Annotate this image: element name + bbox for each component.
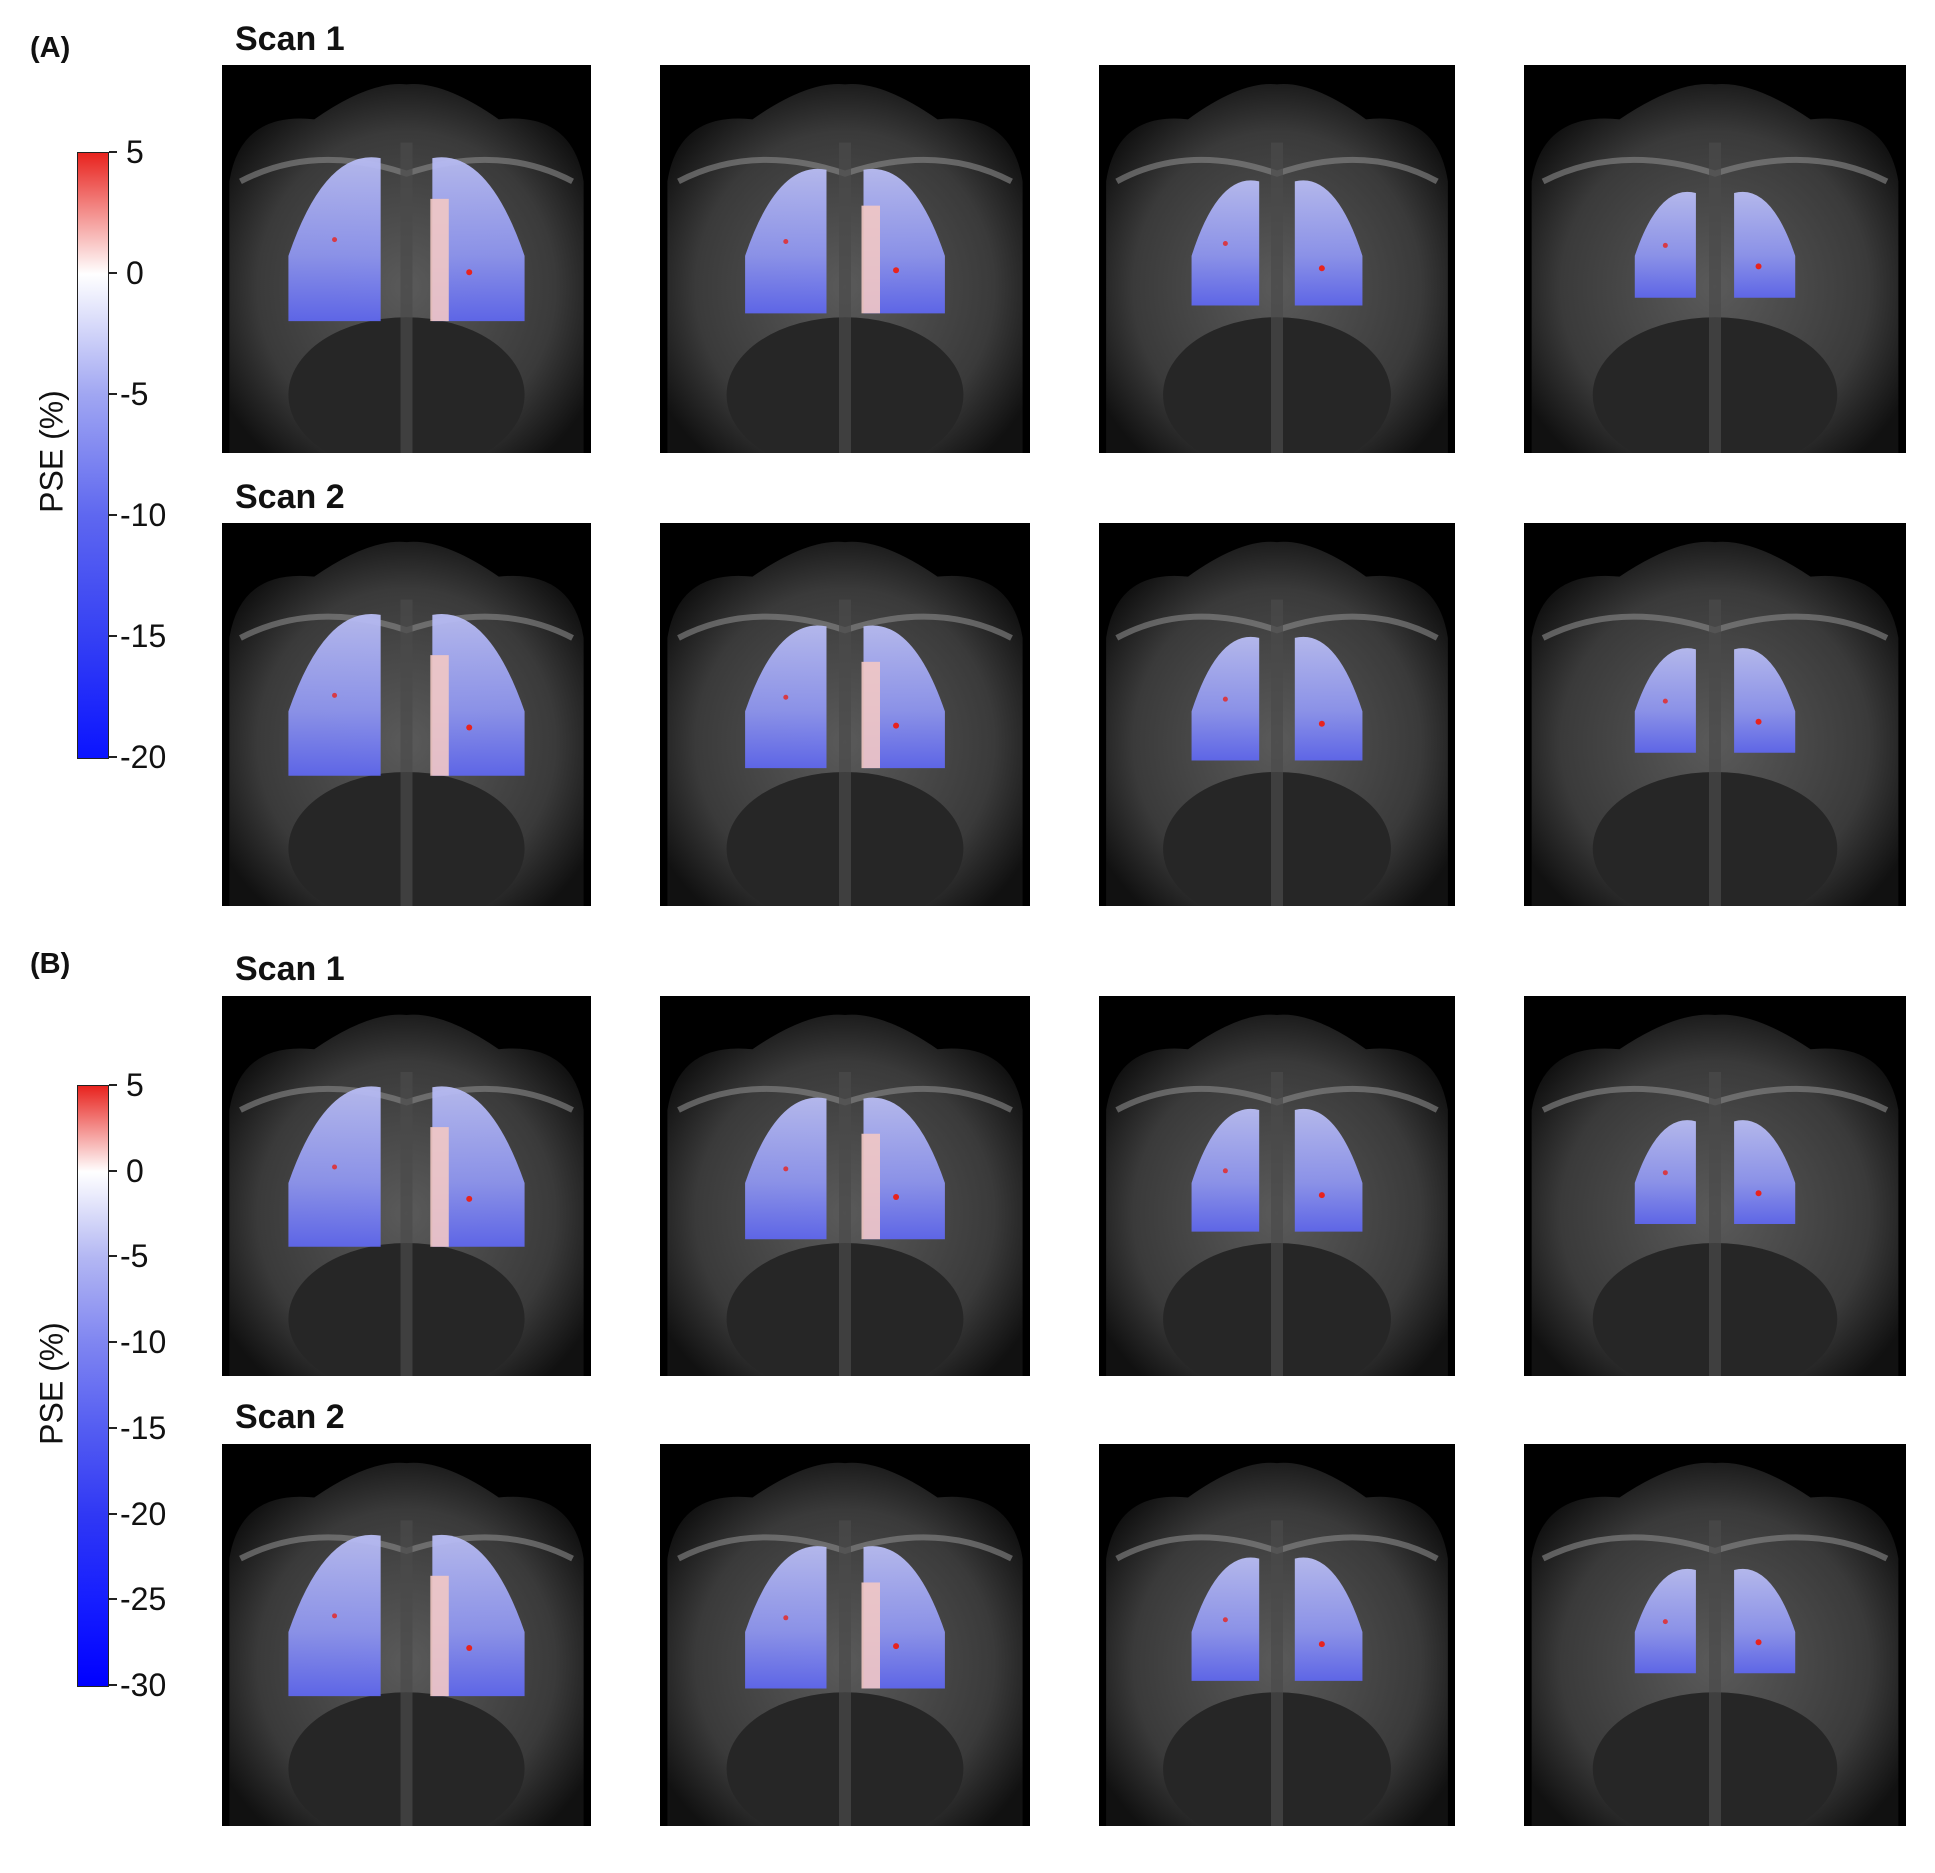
colorbar-tick-label: 5 <box>126 134 144 170</box>
colorbar-tick <box>109 756 117 758</box>
mri-slice-image <box>660 523 1030 906</box>
mri-slice-image <box>660 996 1030 1376</box>
colorbar-tick <box>109 514 117 516</box>
mri-slice-image <box>660 1444 1030 1826</box>
colorbar-tick-label: -5 <box>120 1238 149 1275</box>
colorbar-tick <box>109 1426 117 1429</box>
colorbar-tick <box>109 1084 117 1086</box>
colorbar-tick <box>109 635 117 637</box>
colorbar-tick <box>109 393 117 395</box>
colorbar-a <box>77 152 109 759</box>
panel-b-scan2-label: Scan 2 <box>235 1398 345 1436</box>
colorbar-tick-label: -10 <box>120 1324 167 1361</box>
panel-b-scan1-label: Scan 1 <box>235 950 345 988</box>
colorbar-tick-label: -15 <box>120 1409 167 1446</box>
mri-slice-image <box>1524 1444 1906 1826</box>
colorbar-tick-label: -5 <box>120 376 149 412</box>
colorbar-tick-label: 0 <box>126 1152 144 1189</box>
colorbar-b-title: PSE (%) <box>33 1322 70 1445</box>
mri-slice-image <box>222 996 591 1376</box>
colorbar-a-title: PSE (%) <box>33 390 70 513</box>
mri-slice-image <box>660 65 1030 453</box>
colorbar-tick <box>109 1169 117 1172</box>
mri-slice-image <box>222 1444 591 1826</box>
panel-a-scan1-label: Scan 1 <box>235 20 345 58</box>
colorbar-tick-label: 5 <box>126 1067 144 1103</box>
mri-slice-image <box>1524 523 1906 906</box>
mri-slice-image <box>1099 65 1455 453</box>
mri-slice-image <box>222 523 591 906</box>
colorbar-tick-label: -15 <box>120 618 167 654</box>
mri-slice-image <box>1099 1444 1455 1826</box>
colorbar-tick <box>109 1255 117 1258</box>
colorbar-tick-label: -10 <box>120 497 167 533</box>
colorbar-b <box>77 1085 109 1687</box>
mri-slice-image <box>1099 523 1455 906</box>
colorbar-tick <box>109 1598 117 1601</box>
panel-b-label: (B) <box>30 948 71 980</box>
colorbar-tick-label: -25 <box>120 1581 167 1618</box>
mri-slice-image <box>1099 996 1455 1376</box>
colorbar-tick-label: 0 <box>126 255 144 291</box>
mri-slice-image <box>222 65 591 453</box>
colorbar-tick-label: -20 <box>120 739 167 775</box>
colorbar-tick <box>109 1512 117 1515</box>
colorbar-tick-label: -20 <box>120 1495 167 1532</box>
panel-a-label: (A) <box>30 32 71 64</box>
colorbar-tick <box>109 151 117 153</box>
panel-a-scan2-label: Scan 2 <box>235 478 345 516</box>
mri-slice-image <box>1524 65 1906 453</box>
colorbar-tick <box>109 1341 117 1344</box>
mri-slice-image <box>1524 996 1906 1376</box>
colorbar-tick <box>109 1684 117 1686</box>
colorbar-tick <box>109 272 117 274</box>
colorbar-tick-label: -30 <box>120 1667 167 1703</box>
